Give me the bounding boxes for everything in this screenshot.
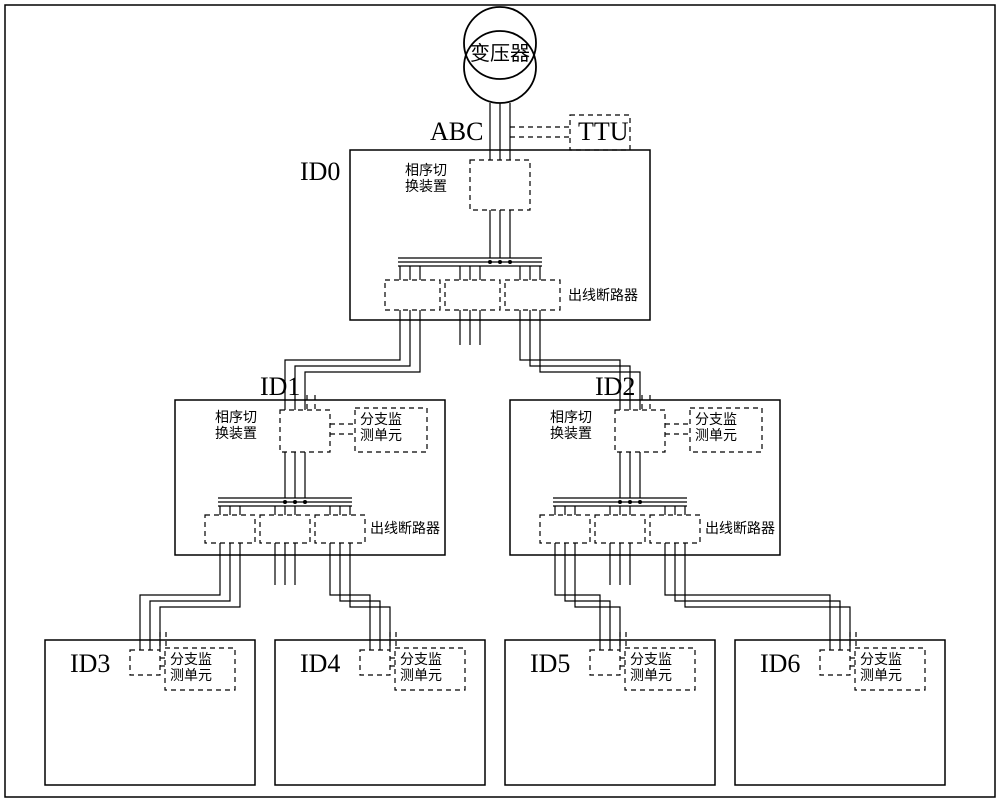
svg-text:分支监: 分支监: [860, 652, 902, 668]
svg-text:ID1: ID1: [260, 372, 300, 401]
svg-text:出线断路器: 出线断路器: [370, 521, 440, 537]
svg-text:分支监: 分支监: [360, 412, 402, 428]
svg-text:ID6: ID6: [760, 649, 800, 678]
svg-text:ID0: ID0: [300, 157, 340, 186]
svg-text:TTU: TTU: [578, 117, 629, 146]
svg-text:分支监: 分支监: [170, 652, 212, 668]
svg-text:出线断路器: 出线断路器: [705, 521, 775, 537]
svg-text:测单元: 测单元: [630, 668, 672, 684]
svg-text:变压器: 变压器: [470, 42, 530, 65]
svg-text:分支监: 分支监: [400, 652, 442, 668]
svg-text:换装置: 换装置: [550, 425, 592, 442]
svg-text:ABC: ABC: [430, 117, 483, 146]
svg-text:测单元: 测单元: [860, 668, 902, 684]
svg-text:测单元: 测单元: [400, 668, 442, 684]
svg-text:相序切: 相序切: [550, 410, 592, 426]
svg-text:ID4: ID4: [300, 649, 340, 678]
svg-text:ID3: ID3: [70, 649, 110, 678]
svg-text:测单元: 测单元: [695, 428, 737, 444]
diagram-canvas: 变压器ABCTTUID0相序切换装置出线断路器ID1相序切换装置分支监测单元出线…: [0, 0, 1000, 802]
svg-text:ID2: ID2: [595, 372, 635, 401]
svg-text:相序切: 相序切: [215, 410, 257, 426]
svg-text:换装置: 换装置: [405, 178, 447, 195]
svg-text:ID5: ID5: [530, 649, 570, 678]
svg-text:测单元: 测单元: [360, 428, 402, 444]
svg-text:分支监: 分支监: [630, 652, 672, 668]
svg-text:换装置: 换装置: [215, 425, 257, 442]
svg-text:出线断路器: 出线断路器: [568, 288, 638, 304]
svg-text:测单元: 测单元: [170, 668, 212, 684]
svg-text:相序切: 相序切: [405, 163, 447, 179]
svg-text:分支监: 分支监: [695, 412, 737, 428]
